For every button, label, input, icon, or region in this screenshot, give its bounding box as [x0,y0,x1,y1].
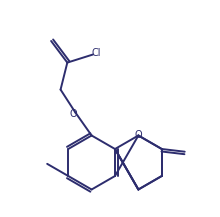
Text: Cl: Cl [91,48,101,58]
Text: O: O [70,108,77,118]
Text: O: O [135,130,142,140]
